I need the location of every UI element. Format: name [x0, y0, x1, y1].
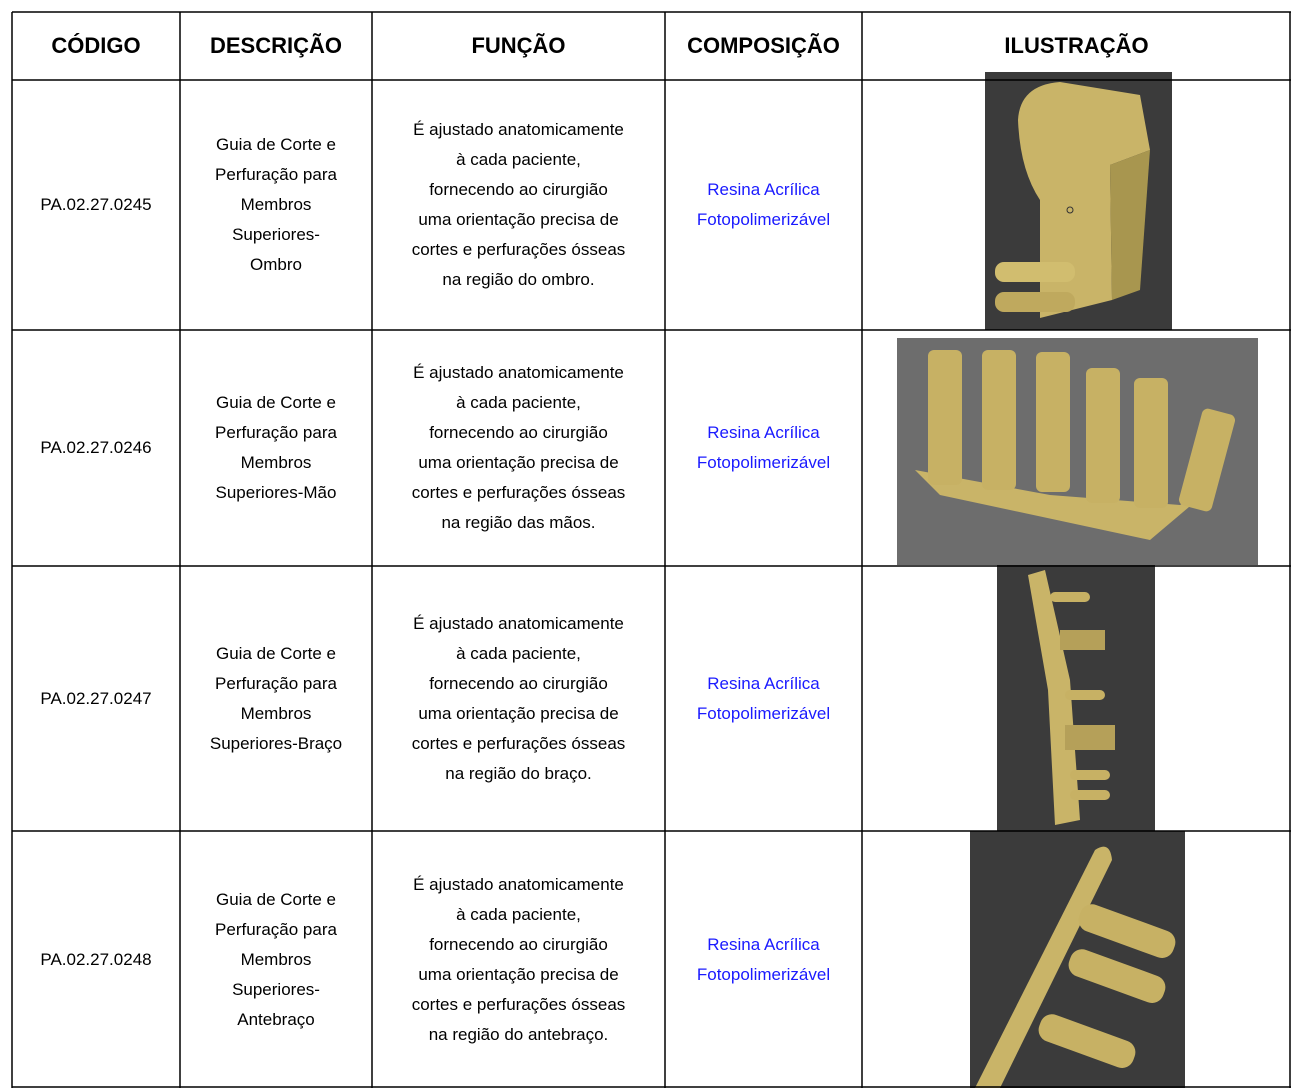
description-line: Membros: [240, 195, 312, 214]
description-line: Membros: [240, 703, 312, 723]
description-line: Superiores-: [232, 979, 320, 999]
function-cell: É ajustado anatomicamente à cada paciente…: [372, 831, 665, 1088]
composition-line: Resina Acrílica: [707, 423, 820, 442]
function-line: fornecendo ao cirurgião: [429, 423, 608, 442]
function-line: uma orientação precisa de: [418, 703, 619, 723]
header-text: DESCRIÇÃO: [209, 33, 342, 58]
function-line: à cada paciente,: [456, 904, 581, 924]
function-line: cortes e perfurações ósseas: [411, 994, 626, 1014]
composition-line: Resina Acrílica: [707, 180, 820, 199]
composition-line: Fotopolimerizável: [696, 453, 831, 472]
function-line: cortes e perfurações ósseas: [411, 240, 626, 259]
function-line: à cada paciente,: [456, 393, 581, 412]
function-cell: É ajustado anatomicamente à cada paciente…: [372, 80, 665, 330]
header-cell: FUNÇÃO: [372, 12, 665, 80]
description-line: Superiores-: [232, 225, 320, 244]
description-line: Ombro: [250, 255, 302, 274]
function-cell: É ajustado anatomicamente à cada paciente…: [372, 566, 665, 831]
function-line: fornecendo ao cirurgião: [429, 180, 608, 199]
description-cell: Guia de Corte e Perfuração para Membros Sup…: [180, 831, 372, 1088]
description-line: Perfuração para: [215, 919, 337, 939]
description-line: Guia de Corte e: [215, 393, 336, 412]
composition-line: Fotopolimerizável: [696, 210, 831, 229]
code: PA.02.27.0245: [40, 195, 152, 214]
composition-line: Fotopolimerizável: [696, 964, 831, 984]
illustration-shoulder: [985, 72, 1172, 330]
illustration-forearm: [970, 831, 1185, 1088]
function-line: fornecendo ao cirurgião: [429, 673, 608, 693]
illustration-hand: [897, 338, 1258, 565]
code-cell: PA.02.27.0247: [12, 566, 180, 831]
code-cell: PA.02.27.0248: [12, 831, 180, 1088]
composition-line: Fotopolimerizável: [696, 703, 831, 723]
function-line: uma orientação precisa de: [418, 964, 619, 984]
description-line: Guia de Corte e: [215, 135, 336, 154]
function-line: à cada paciente,: [456, 643, 581, 663]
composition-cell: Resina Acrílica Fotopolimerizável: [665, 566, 862, 831]
function-line: na região do antebraço.: [428, 1024, 609, 1044]
description-cell: Guia de Corte e Perfuração para Membros Sup…: [180, 566, 372, 831]
description-line: Perfuração para: [215, 673, 337, 693]
illustration-arm: [997, 565, 1155, 831]
description-line: Perfuração para: [215, 423, 337, 442]
function-line: É ajustado anatomicamente: [413, 613, 624, 633]
header-cell: ILUSTRAÇÃO: [862, 12, 1291, 80]
header-text: ILUSTRAÇÃO: [1004, 33, 1149, 58]
function-line: cortes e perfurações ósseas: [411, 483, 626, 502]
code: PA.02.27.0248: [40, 949, 152, 969]
composition-cell: Resina Acrílica Fotopolimerizável: [665, 330, 862, 566]
description-line: Superiores-Mão: [215, 483, 337, 502]
composition-line: Resina Acrílica: [707, 673, 820, 693]
description-cell: Guia de Corte e Perfuração para Membros Sup…: [180, 80, 372, 330]
function-line: na região do ombro.: [442, 270, 595, 289]
code: PA.02.27.0246: [40, 438, 152, 457]
code-cell: PA.02.27.0246: [12, 330, 180, 566]
function-line: na região do braço.: [445, 763, 592, 783]
description-line: Antebraço: [237, 1009, 315, 1029]
function-line: cortes e perfurações ósseas: [411, 733, 626, 753]
function-line: uma orientação precisa de: [418, 453, 619, 472]
description-cell: Guia de Corte e Perfuração para Membros Sup…: [180, 330, 372, 566]
header-cell: DESCRIÇÃO: [180, 12, 372, 80]
function-cell: É ajustado anatomicamente à cada paciente…: [372, 330, 665, 566]
function-line: à cada paciente,: [456, 150, 581, 169]
composition-line: Resina Acrílica: [707, 934, 820, 954]
function-line: uma orientação precisa de: [418, 210, 619, 229]
description-line: Perfuração para: [215, 165, 337, 184]
function-line: É ajustado anatomicamente: [413, 874, 624, 894]
function-line: fornecendo ao cirurgião: [429, 934, 608, 954]
description-line: Guia de Corte e: [215, 643, 336, 663]
function-line: É ajustado anatomicamente: [413, 363, 624, 382]
header-text: COMPOSIÇÃO: [687, 33, 840, 58]
header-cell: COMPOSIÇÃO: [665, 12, 862, 80]
code: PA.02.27.0247: [40, 688, 152, 708]
header-text: CÓDIGO: [51, 33, 141, 58]
description-line: Membros: [240, 949, 312, 969]
description-line: Superiores-Braço: [209, 733, 343, 753]
header-cell: CÓDIGO: [12, 12, 180, 80]
header-text: FUNÇÃO: [471, 33, 566, 58]
function-line: É ajustado anatomicamente: [413, 120, 624, 139]
function-line: na região das mãos.: [441, 513, 596, 532]
description-line: Membros: [240, 453, 312, 472]
description-line: Guia de Corte e: [215, 889, 336, 909]
composition-cell: Resina Acrílica Fotopolimerizável: [665, 80, 862, 330]
code-cell: PA.02.27.0245: [12, 80, 180, 330]
composition-cell: Resina Acrílica Fotopolimerizável: [665, 831, 862, 1088]
